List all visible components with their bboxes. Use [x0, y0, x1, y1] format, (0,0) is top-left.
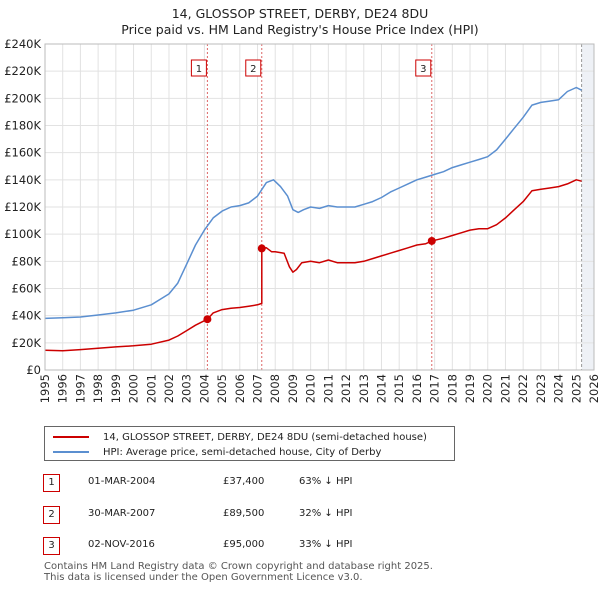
x-tick-label: 2017: [428, 374, 442, 403]
y-tick-label: £20K: [12, 336, 42, 350]
transaction-marker-label: 2: [250, 64, 256, 75]
y-tick-label: £60K: [12, 282, 42, 296]
y-tick-label: £200K: [4, 91, 41, 105]
legend-swatch-blue: [53, 451, 89, 453]
footer: Contains HM Land Registry data © Crown c…: [44, 561, 433, 583]
transaction-marker-label: 1: [196, 64, 202, 75]
transaction-badge: 3: [43, 537, 60, 555]
y-tick-label: £80K: [12, 254, 42, 268]
transaction-hpi-diff: 32% ↓ HPI: [299, 508, 353, 519]
legend-label-price-paid: 14, GLOSSOP STREET, DERBY, DE24 8DU (sem…: [103, 431, 427, 443]
x-tick-label: 2019: [463, 374, 477, 403]
transaction-marker-box: [245, 59, 262, 77]
x-tick-label: 2018: [445, 374, 459, 403]
y-tick-label: £220K: [4, 64, 41, 78]
x-tick-label: 1995: [38, 374, 52, 403]
y-tick-label: £120K: [4, 200, 41, 214]
price-paid-series-line: [44, 179, 582, 352]
x-tick-label: 1997: [73, 374, 87, 403]
x-tick-label: 2009: [286, 374, 300, 403]
legend-item-price-paid: 14, GLOSSOP STREET, DERBY, DE24 8DU (sem…: [53, 430, 427, 444]
x-tick-label: 2007: [251, 374, 265, 403]
transaction-marker-box: [415, 59, 432, 77]
transaction-date: 30-MAR-2007: [88, 508, 156, 519]
x-tick-label: 2010: [304, 374, 318, 403]
x-tick-label: 2026: [587, 374, 600, 403]
x-tick-label: 2023: [534, 374, 548, 403]
x-tick-label: 2005: [215, 374, 229, 403]
x-tick-label: 2014: [374, 374, 388, 403]
x-tick-label: 2020: [481, 374, 495, 403]
y-tick-label: £160K: [4, 146, 41, 160]
legend: 14, GLOSSOP STREET, DERBY, DE24 8DU (sem…: [44, 426, 455, 461]
price-chart: 1 2 3 £0 £20K £40K £60K £80K £100K £120K £140K £16…: [4, 37, 600, 403]
transaction-price: £95,000: [223, 539, 265, 550]
transaction-price: £89,500: [223, 508, 265, 519]
x-tick-label: 2016: [410, 374, 424, 403]
transaction-price: £37,400: [223, 476, 265, 487]
y-tick-label: £100K: [4, 227, 41, 241]
transaction-marker-label: 3: [420, 64, 426, 75]
x-tick-label: 2008: [268, 374, 282, 403]
transaction-marker-box: [190, 59, 207, 77]
x-tick-label: 2003: [180, 374, 194, 403]
x-tick-label: 2004: [197, 374, 211, 403]
y-tick-label: £40K: [12, 309, 42, 323]
x-tick-label: 2006: [233, 374, 247, 403]
transaction-badge: 2: [43, 506, 60, 524]
transaction-hpi-diff: 63% ↓ HPI: [299, 476, 353, 487]
legend-item-hpi: HPI: Average price, semi-detached house,…: [53, 445, 381, 459]
transaction-badge: 1: [43, 474, 60, 492]
footer-copyright: Contains HM Land Registry data © Crown c…: [44, 561, 433, 572]
x-tick-label: 2012: [339, 374, 353, 403]
y-tick-label: £240K: [4, 37, 41, 51]
x-tick-label: 2024: [552, 374, 566, 403]
x-tick-label: 2011: [321, 374, 335, 403]
transaction-point: [257, 244, 266, 253]
x-tick-label: 2002: [162, 374, 176, 403]
legend-swatch-red: [53, 436, 89, 438]
x-tick-label: 2021: [498, 374, 512, 403]
transaction-date: 02-NOV-2016: [88, 539, 155, 550]
y-tick-label: £0: [26, 363, 41, 377]
y-tick-label: £140K: [4, 173, 41, 187]
x-tick-label: 2000: [127, 374, 141, 403]
x-tick-label: 1996: [56, 374, 70, 403]
x-tick-label: 2015: [392, 374, 406, 403]
x-tick-label: 1998: [91, 374, 105, 403]
footer-license: This data is licensed under the Open Gov…: [44, 572, 363, 583]
x-tick-label: 2022: [516, 374, 530, 403]
chart-title-line2: Price paid vs. HM Land Registry's House …: [121, 22, 479, 37]
hpi-series-line: [44, 86, 582, 320]
x-tick-label: 2013: [357, 374, 371, 403]
legend-label-hpi: HPI: Average price, semi-detached house,…: [103, 446, 382, 458]
x-tick-label: 2025: [569, 374, 583, 403]
transaction-hpi-diff: 33% ↓ HPI: [299, 539, 353, 550]
x-tick-label: 1999: [109, 374, 123, 403]
transaction-date: 01-MAR-2004: [88, 476, 156, 487]
x-tick-label: 2001: [144, 374, 158, 403]
transaction-point: [427, 236, 436, 245]
chart-title-line1: 14, GLOSSOP STREET, DERBY, DE24 8DU: [171, 6, 429, 21]
plot-frame: [44, 43, 595, 371]
y-tick-label: £180K: [4, 119, 41, 133]
transaction-point: [203, 315, 212, 324]
